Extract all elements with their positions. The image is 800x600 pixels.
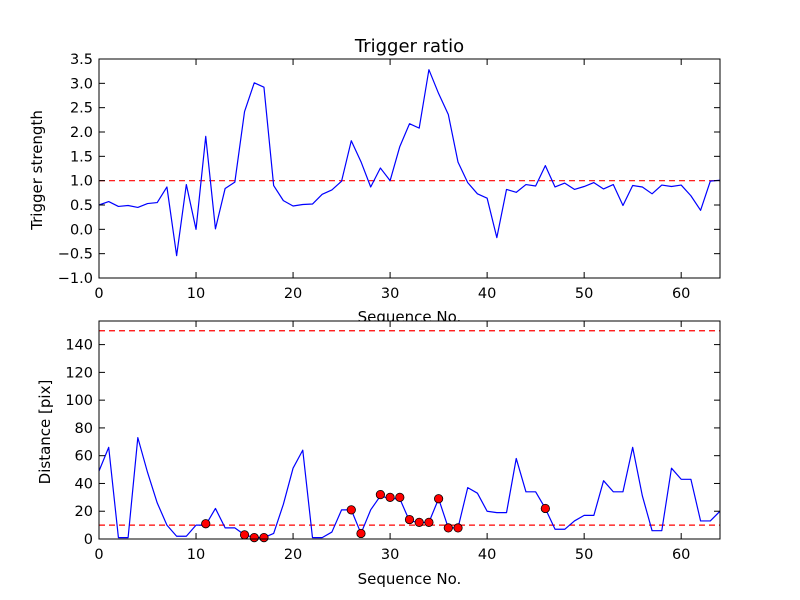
top-ytick-label: 2.5 [70, 101, 93, 117]
top-plot-area [99, 59, 720, 278]
top-ytick-label: 2.0 [70, 125, 93, 141]
bottom-ytick-label: 140 [65, 338, 93, 354]
top-xtick-label: 60 [672, 286, 690, 302]
bottom-trigger-point [346, 505, 356, 515]
top-ytick-label: 0.0 [70, 222, 93, 238]
bottom-trigger-point [201, 519, 211, 529]
bottom-trigger-point [540, 503, 550, 514]
top-xtick-label: 20 [284, 286, 302, 302]
bottom-trigger-point [453, 523, 463, 533]
bottom-ytick-label: 20 [75, 504, 93, 520]
bottom-ytick-label: 0 [84, 532, 93, 548]
bottom-trigger-point [375, 489, 385, 500]
top-ytick-label: −0.5 [58, 247, 93, 263]
bottom-trigger-point [434, 494, 444, 504]
top-chart-title: Trigger ratio [354, 36, 464, 57]
top-ytick-label: 1.5 [70, 149, 93, 165]
bottom-ytick-label: 120 [65, 365, 93, 381]
bottom-xtick-label: 0 [94, 547, 103, 563]
top-axes-frame [98, 58, 721, 279]
bottom-trigger-point [424, 517, 434, 527]
top-chart-ylabel: Trigger strength [28, 110, 46, 231]
bottom-trigger-point [414, 517, 424, 527]
bottom-trigger-point [259, 533, 269, 543]
bottom-trigger-point [356, 528, 366, 539]
bottom-ytick-label: 100 [65, 393, 93, 409]
top-ytick-label: 3.5 [70, 52, 93, 68]
bottom-chart-ylabel: Distance [pix] [36, 380, 54, 485]
bottom-xtick-label: 60 [672, 547, 690, 563]
bottom-plot-area [99, 321, 720, 539]
top-xtick-label: 10 [187, 286, 205, 302]
top-ytick-label: 3.0 [70, 76, 93, 92]
top-ytick-label: 0.5 [70, 198, 93, 214]
top-ytick-label: −1.0 [58, 271, 93, 287]
bottom-trigger-point [239, 530, 250, 540]
bottom-axes-frame [98, 320, 721, 540]
bottom-trigger-point [395, 492, 405, 502]
top-xtick-label: 40 [478, 286, 496, 302]
bottom-trigger-point [249, 533, 259, 543]
bottom-ytick-label: 80 [75, 421, 93, 437]
bottom-xtick-label: 40 [478, 547, 496, 563]
bottom-ytick-label: 40 [75, 476, 93, 492]
bottom-trigger-point [404, 514, 415, 525]
top-xtick-label: 50 [575, 286, 593, 302]
top-ytick-label: 1.0 [70, 174, 93, 190]
bottom-xtick-label: 50 [575, 547, 593, 563]
bottom-chart-xlabel: Sequence No. [358, 570, 462, 588]
bottom-xtick-label: 10 [187, 547, 205, 563]
bottom-trigger-point [443, 523, 453, 533]
top-xtick-label: 30 [381, 286, 399, 302]
bottom-xtick-label: 30 [381, 547, 399, 563]
bottom-trigger-point [385, 492, 395, 502]
top-series-line [98, 69, 721, 257]
bottom-xtick-label: 20 [284, 547, 302, 563]
bottom-ytick-label: 60 [75, 449, 93, 465]
top-xtick-label: 0 [94, 286, 103, 302]
